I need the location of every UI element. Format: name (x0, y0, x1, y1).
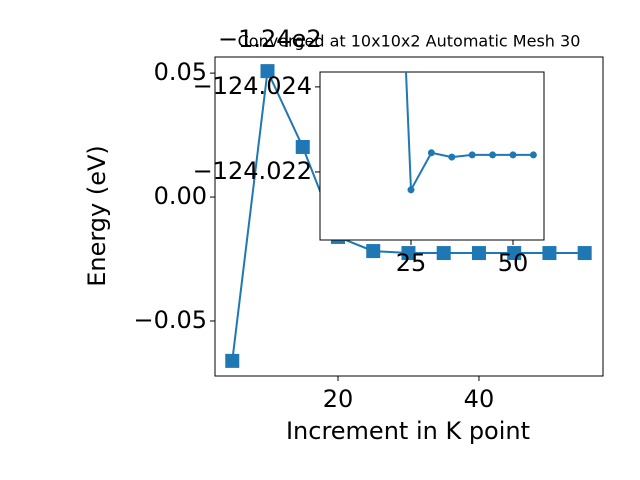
y-tick-label: 0.05 (154, 58, 207, 86)
marker (471, 246, 486, 261)
x-tick-label: 25 (396, 249, 427, 277)
marker (507, 246, 522, 261)
series (225, 64, 592, 368)
y-tick-label: 0.00 (154, 182, 207, 210)
marker (489, 151, 497, 159)
marker (509, 151, 517, 159)
y-axis-label: Energy (eV) (83, 145, 111, 287)
x-tick-label: 50 (498, 249, 529, 277)
x-axis-label: Increment in K point (286, 417, 530, 445)
x-tick-label: 40 (464, 385, 495, 413)
series (404, 72, 537, 194)
marker (427, 149, 435, 157)
marker (407, 186, 415, 194)
offset-text: −1.24e2 (218, 25, 322, 53)
chart-title: Converged at 10x10x2 Automatic Mesh 30 (238, 32, 581, 51)
marker (436, 246, 451, 261)
y-tick-label: −124.022 (193, 157, 312, 185)
marker (260, 64, 275, 79)
marker (577, 246, 592, 261)
marker (448, 153, 456, 161)
marker (401, 246, 416, 261)
x-tick-label: 20 (323, 385, 354, 413)
marker (295, 139, 310, 154)
marker (529, 151, 537, 159)
marker (366, 244, 381, 259)
marker (542, 246, 557, 261)
marker (468, 151, 476, 159)
y-tick-label: −124.024 (193, 72, 312, 100)
marker (225, 353, 240, 368)
y-tick-label: −0.05 (133, 306, 207, 334)
